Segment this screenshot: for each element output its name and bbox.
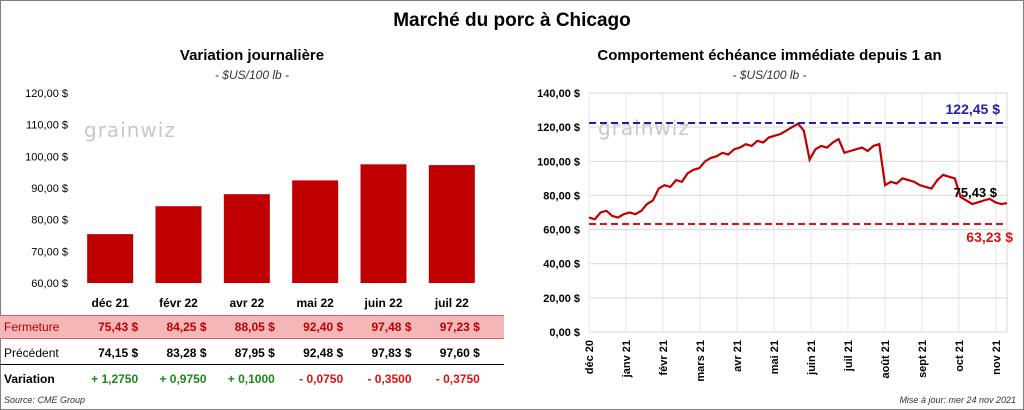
fermeture-cell: 92,40 $	[303, 320, 344, 334]
variation-cell: + 1,2750	[91, 372, 139, 386]
right-chart-title: Comportement échéance immédiate depuis 1…	[597, 47, 942, 64]
variation-label: Variation	[4, 372, 55, 386]
line-x-tick: mai 21	[769, 340, 781, 374]
line-y-tick: 40,00 $	[543, 259, 580, 271]
bar-category-label: juil 22	[434, 296, 469, 310]
bar-y-tick: 120,00 $	[25, 88, 68, 100]
bar	[428, 165, 475, 283]
precedent-label: Précédent	[4, 346, 59, 360]
precedent-cell: 74,15 $	[98, 346, 139, 360]
fermeture-cell: 84,25 $	[166, 320, 207, 334]
line-x-tick: déc 20	[584, 340, 596, 374]
bar-category-label: mai 22	[296, 296, 334, 310]
fermeture-cell: 88,05 $	[234, 320, 275, 334]
line-y-tick: 0,00 $	[549, 327, 580, 339]
line-chart: 0,00 $ 20,00 $ 40,00 $ 60,00 $ 80,00 $ 100,00…	[537, 88, 1013, 382]
variation-cell: + 0,9750	[159, 372, 207, 386]
plot-area	[588, 92, 1008, 333]
precedent-cell: 97,83 $	[371, 346, 412, 360]
line-y-tick: 20,00 $	[543, 293, 580, 305]
max-label: 122,45 $	[946, 101, 1001, 117]
bar-category-label: févr 22	[159, 296, 198, 310]
right-watermark: grainwiz	[598, 116, 690, 140]
line-x-tick: sept 21	[917, 340, 929, 378]
variation-cell: - 0,3750	[435, 372, 480, 386]
line-y-tick: 120,00 $	[537, 122, 580, 134]
line-x-tick: avr 21	[732, 340, 744, 372]
line-x-tick: mars 21	[695, 340, 707, 382]
precedent-cell: 83,28 $	[166, 346, 207, 360]
bar-y-tick: 60,00 $	[31, 278, 68, 290]
line-y-tick: 80,00 $	[543, 190, 580, 202]
line-x-tick: nov 21	[991, 340, 1003, 375]
precedent-row: Précédent 74,15 $ 83,28 $ 87,95 $ 92,48 $ 97…	[0, 342, 504, 365]
source-note: Source: CME Group	[4, 395, 86, 405]
line-x-tick: juin 21	[806, 340, 818, 376]
bar-category-label: juin 22	[363, 296, 402, 310]
left-chart-title: Variation journalière	[179, 47, 325, 64]
line-y-tick: 60,00 $	[543, 225, 580, 237]
right-chart-unit: - $US/100 lb -	[732, 68, 807, 82]
bar	[292, 180, 339, 283]
fermeture-cell: 97,48 $	[371, 320, 412, 334]
bar	[360, 164, 407, 283]
line-x-tick: oct 21	[954, 340, 966, 372]
variation-cell: + 0,1000	[227, 372, 275, 386]
variation-row: Variation + 1,2750 + 0,9750 + 0,1000 - 0,07…	[0, 368, 504, 390]
line-x-tick: févr 21	[658, 340, 670, 375]
bar-category-label: avr 22	[229, 296, 264, 310]
main-title: Marché du porc à Chicago	[393, 10, 631, 31]
precedent-cell: 92,48 $	[303, 346, 344, 360]
bar-y-tick: 100,00 $	[25, 151, 68, 163]
line-y-tick: 100,00 $	[537, 156, 580, 168]
min-label: 63,23 $	[966, 229, 1013, 245]
bar-y-tick: 110,00 $	[26, 120, 68, 132]
line-x-tick: juil 21	[843, 340, 855, 372]
precedent-cell: 87,95 $	[234, 346, 275, 360]
update-note: Mise à jour: mer 24 nov 2021	[899, 395, 1016, 405]
bar-chart: 60,00 $ 70,00 $ 80,00 $ 90,00 $ 100,00 $ 110,…	[25, 88, 475, 310]
precedent-cell: 97,60 $	[439, 346, 480, 360]
variation-cell: - 0,3500	[367, 372, 412, 386]
bar-y-tick: 70,00 $	[31, 246, 68, 258]
fermeture-cell: 97,23 $	[439, 320, 480, 334]
line-x-tick: janv 21	[621, 340, 633, 378]
fermeture-cell: 75,43 $	[98, 320, 139, 334]
line-x-tick: août 21	[880, 340, 892, 379]
fermeture-row: Fermeture 75,43 $ 84,25 $ 88,05 $ 92,40 $ 97…	[0, 315, 504, 339]
variation-cell: - 0,0750	[299, 372, 344, 386]
bar	[87, 234, 134, 283]
bar-category-label: déc 21	[91, 296, 129, 310]
price-line	[588, 122, 1008, 221]
left-watermark: grainwiz	[84, 118, 176, 142]
last-label: 75,43 $	[954, 185, 998, 200]
bar-y-tick: 80,00 $	[31, 215, 68, 227]
line-y-tick: 140,00 $	[537, 88, 580, 100]
bar-y-tick: 90,00 $	[31, 183, 68, 195]
bar	[223, 194, 270, 283]
bar	[155, 206, 202, 283]
left-chart-unit: - $US/100 lb -	[214, 68, 290, 82]
fermeture-label: Fermeture	[4, 320, 60, 334]
